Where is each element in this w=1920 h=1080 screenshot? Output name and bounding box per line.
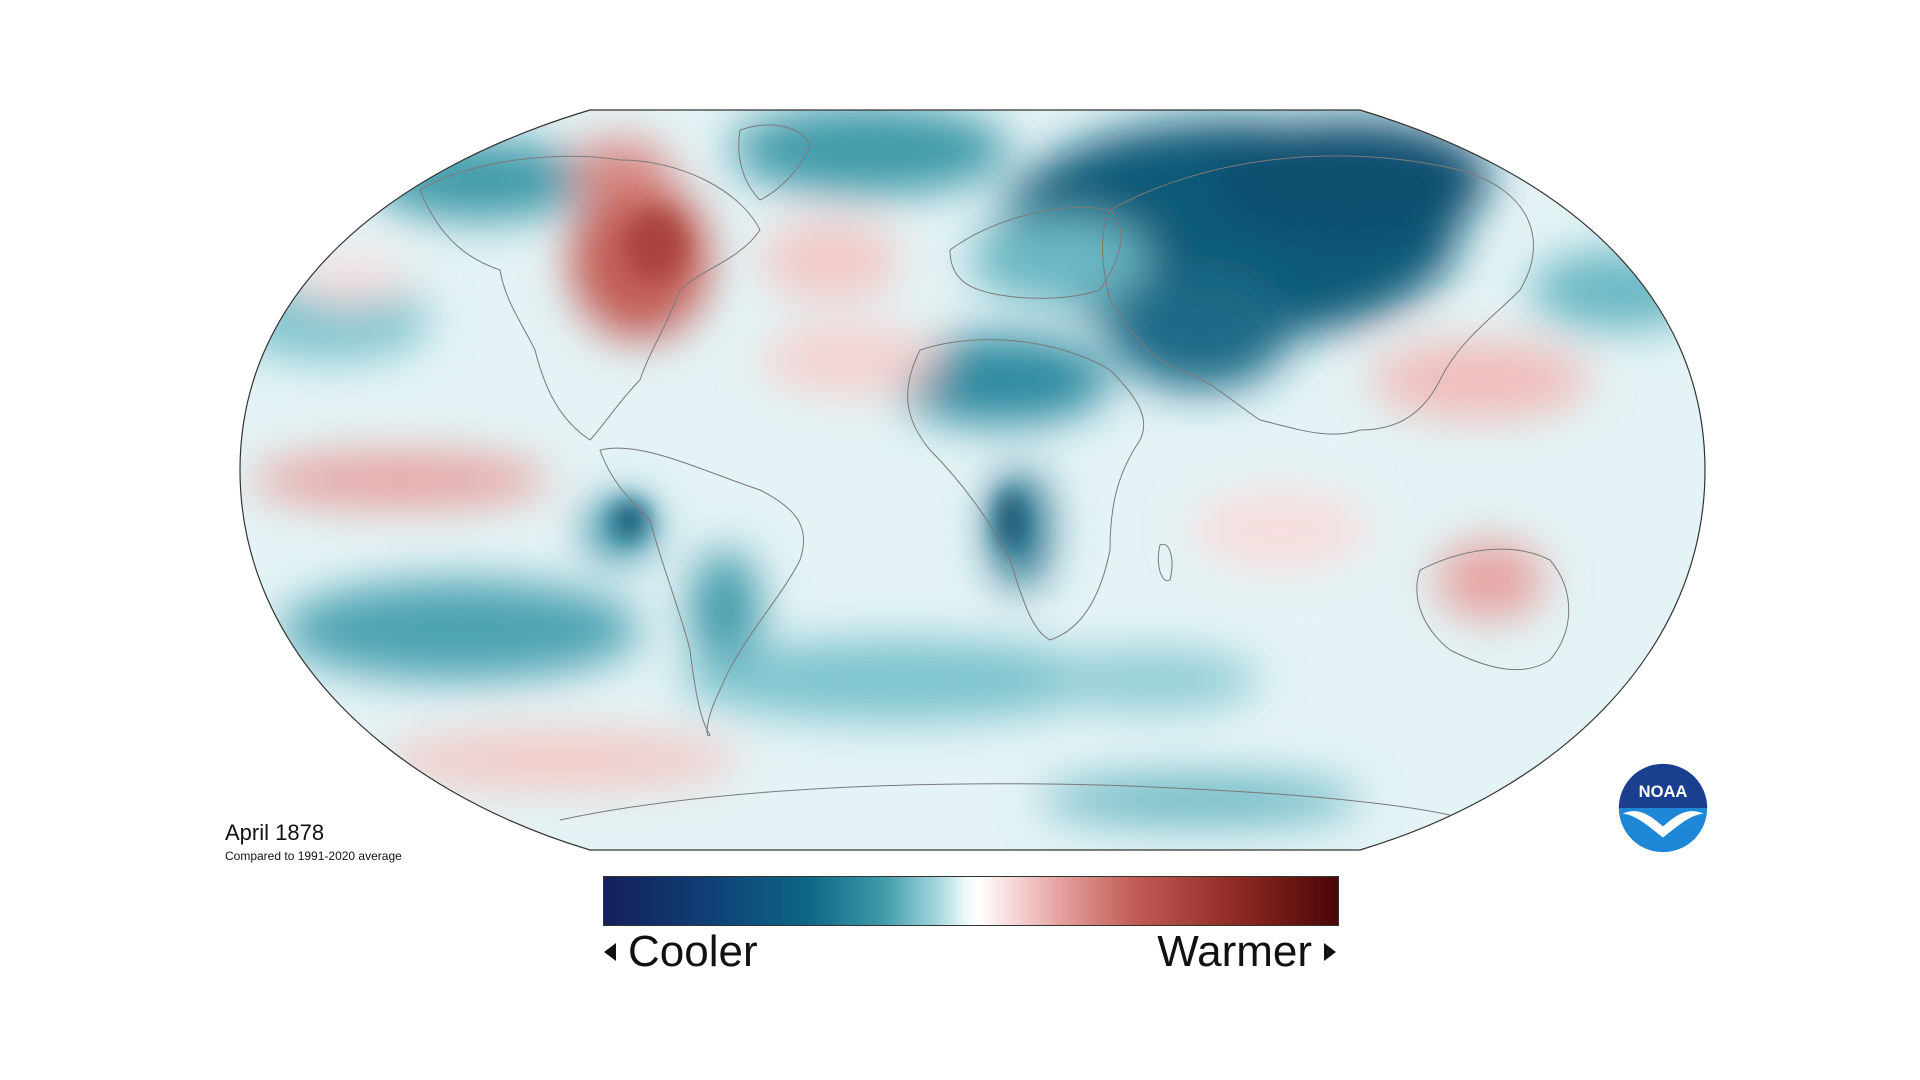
legend-warmer: Warmer	[1157, 930, 1336, 974]
greenland-outline	[738, 124, 811, 201]
noaa-logo-text: NOAA	[1639, 782, 1688, 801]
madagascar-outline	[1157, 543, 1173, 582]
left-arrow-icon	[604, 943, 616, 961]
coastlines	[419, 124, 1570, 821]
warmer-label: Warmer	[1157, 927, 1312, 976]
africa-outline	[907, 339, 1145, 641]
north-america-outline	[419, 155, 761, 441]
globe-border	[239, 109, 1706, 851]
baseline-label: Compared to 1991-2020 average	[225, 849, 402, 863]
right-arrow-icon	[1324, 943, 1336, 961]
south-america-outline	[599, 447, 805, 737]
cooler-label: Cooler	[628, 927, 758, 976]
legend-cooler: Cooler	[604, 930, 758, 974]
australia-outline	[1416, 548, 1570, 671]
date-label: April 1878	[225, 820, 325, 845]
anomaly-field	[240, 110, 1705, 850]
europe-outline	[949, 206, 1122, 299]
antarctica-outline	[559, 783, 1451, 821]
noaa-logo-icon: NOAA	[1618, 763, 1708, 853]
asia-outline	[1102, 155, 1534, 435]
color-scale-bar	[603, 876, 1339, 926]
